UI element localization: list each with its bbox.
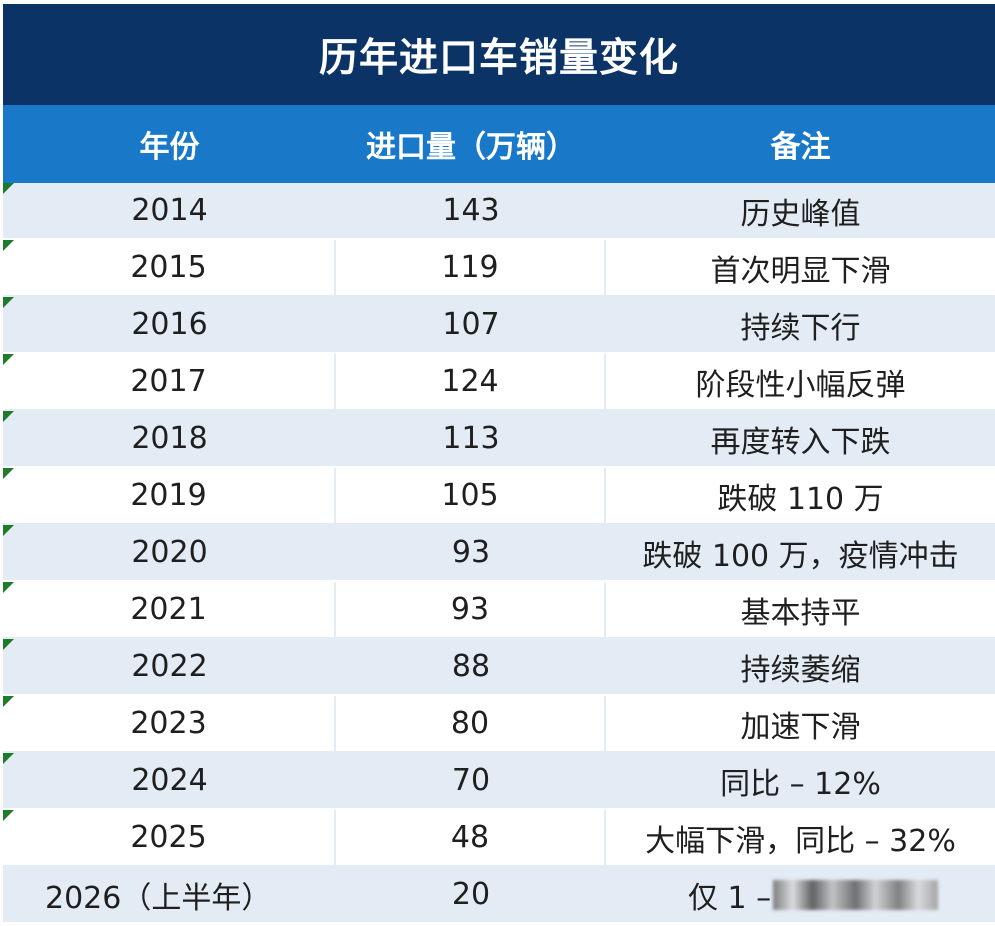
cell-corner-marker	[3, 183, 14, 194]
table-header-row: 年份 进口量（万辆） 备注	[3, 105, 995, 183]
cell-year: 2025	[3, 810, 336, 865]
cell-quantity: 119	[336, 240, 606, 295]
cell-quantity: 143	[442, 193, 500, 228]
table-row: 2024 70 同比 – 12%	[3, 753, 995, 810]
cell-year: 2023	[3, 696, 336, 751]
table-row: 2023 80 加速下滑	[3, 696, 995, 753]
cell-note: 同比 – 12%	[720, 766, 881, 802]
table-row: 2020 93 跌破 100 万，疫情冲击	[3, 525, 995, 582]
table-body: 2014 143 历史峰值 2015 119 首次明显下滑 2016 107 持…	[3, 183, 995, 922]
cell-year: 2016	[131, 307, 208, 342]
table-row: 2018 113 再度转入下跌	[3, 411, 995, 468]
cell-year: 2026（上半年）	[45, 880, 272, 916]
table-row: 2014 143 历史峰值	[3, 183, 995, 240]
table-row: 2015 119 首次明显下滑	[3, 240, 995, 297]
cell-note: 加速下滑	[740, 709, 861, 745]
cell-year: 2015	[3, 240, 336, 295]
cell-quantity: 107	[442, 307, 500, 342]
cell-corner-marker	[3, 639, 14, 650]
cell-year: 2024	[131, 763, 208, 798]
cell-quantity: 113	[442, 421, 500, 456]
cell-quantity: 20	[451, 877, 491, 912]
cell-corner-marker	[3, 696, 14, 707]
table-row: 2019 105 跌破 110 万	[3, 468, 995, 525]
table-title: 历年进口车销量变化	[3, 4, 995, 105]
table-row: 2021 93 基本持平	[3, 582, 995, 639]
cell-note: 跌破 100 万，疫情冲击	[642, 538, 959, 574]
cell-note: 阶段性小幅反弹	[695, 367, 906, 403]
header-year: 年份	[139, 130, 200, 165]
cell-corner-marker	[3, 468, 14, 479]
cell-quantity: 124	[336, 354, 606, 409]
cell-note: 大幅下滑，同比 – 32%	[645, 823, 956, 859]
table-row: 2025 48 大幅下滑，同比 – 32%	[3, 810, 995, 867]
cell-note: 持续萎缩	[740, 652, 861, 688]
cell-note: 跌破 110 万	[717, 481, 884, 517]
cell-year: 2022	[131, 649, 208, 684]
cell-year: 2014	[131, 193, 208, 228]
cell-quantity: 93	[336, 582, 606, 637]
cell-year: 2020	[131, 535, 208, 570]
table-row: 2016 107 持续下行	[3, 297, 995, 354]
cell-corner-marker	[3, 297, 14, 308]
cell-note: 首次明显下滑	[710, 253, 891, 289]
cell-quantity: 93	[451, 535, 491, 570]
blurred-overlay	[773, 879, 939, 910]
cell-note: 基本持平	[740, 595, 861, 631]
cell-note-partial: 仅 1 –	[606, 867, 995, 922]
cell-note: 再度转入下跌	[710, 424, 891, 460]
cell-year: 2021	[3, 582, 336, 637]
cell-year: 2019	[3, 468, 336, 523]
table-row: 2017 124 阶段性小幅反弹	[3, 354, 995, 411]
cell-note-text: 仅 1 –	[688, 880, 772, 916]
header-note: 备注	[770, 130, 831, 165]
cell-corner-marker	[3, 525, 14, 536]
cell-year: 2017	[3, 354, 336, 409]
cell-quantity: 80	[336, 696, 606, 751]
cell-corner-marker	[3, 411, 14, 422]
cell-corner-marker	[3, 753, 14, 764]
cell-corner-marker	[3, 810, 14, 821]
cell-quantity: 105	[336, 468, 606, 523]
cell-corner-marker	[3, 354, 14, 365]
table-row: 2022 88 持续萎缩	[3, 639, 995, 696]
table-row: 2026（上半年） 20 仅 1 –	[3, 867, 995, 922]
cell-quantity: 70	[451, 763, 491, 798]
header-quantity: 进口量（万辆）	[366, 130, 576, 165]
cell-year: 2018	[131, 421, 208, 456]
cell-quantity: 88	[451, 649, 491, 684]
cell-corner-marker	[3, 240, 14, 251]
cell-note: 历史峰值	[740, 196, 861, 232]
cell-corner-marker	[3, 582, 14, 593]
cell-note: 持续下行	[740, 310, 861, 346]
cell-quantity: 48	[336, 810, 606, 865]
